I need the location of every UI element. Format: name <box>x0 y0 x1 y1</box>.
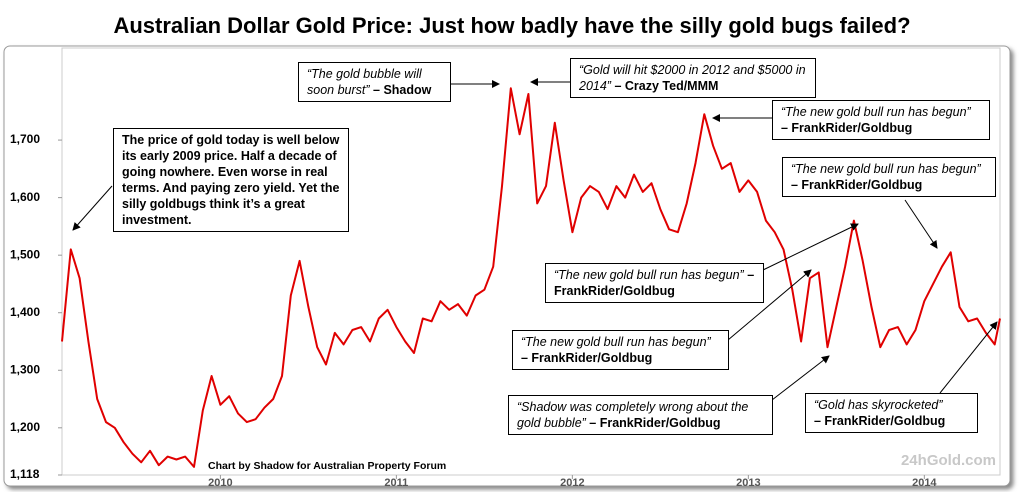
annotation: “The new gold bull run has begun” – Fran… <box>512 330 729 370</box>
source: Chart by Shadow for Australian Property … <box>208 460 446 472</box>
annotation-author: – FrankRider/Goldbug <box>554 268 755 298</box>
arrow <box>771 355 830 401</box>
y-tick-label: 1,118 <box>10 467 40 481</box>
annotation: “The new gold bull run has begun” – Fran… <box>782 157 996 197</box>
annotation: “The new gold bull run has begun” – Fran… <box>772 100 990 140</box>
arrow <box>939 321 998 394</box>
x-tick-label: 2011 <box>384 477 408 489</box>
annotation: “Gold has skyrocketed” – FrankRider/Goldb… <box>805 393 978 433</box>
annotation-quote: “The new gold bull run has begun” <box>521 335 711 349</box>
annotation-author: – Shadow <box>373 83 432 97</box>
annotation-author: – FrankRider/Goldbug <box>589 416 721 430</box>
annotation: “Gold will hit $2000 in 2012 and $5000 i… <box>570 58 816 98</box>
annotation-text: The price of gold today is well below it… <box>122 133 340 227</box>
annotation-quote: “Gold has skyrocketed” <box>814 398 943 412</box>
annotation-quote: “The new gold bull run has begun” <box>791 162 981 176</box>
watermark: 24hGold.com <box>901 452 996 469</box>
annotation: “The new gold bull run has begun” – Fran… <box>545 263 764 303</box>
annotation-author: – FrankRider/Goldbug <box>791 178 923 192</box>
y-tick-label: 1,600 <box>10 190 40 204</box>
arrow <box>727 269 812 341</box>
x-tick-label: 2010 <box>208 477 232 489</box>
y-tick-label: 1,300 <box>10 362 40 376</box>
annotation: “Shadow was completely wrong about the g… <box>508 395 773 435</box>
y-tick-label: 1,400 <box>10 305 40 319</box>
annotation-quote: “Gold will hit $2000 in 2012 and $5000 i… <box>579 63 806 93</box>
annotation: The price of gold today is well below it… <box>113 128 349 232</box>
annotation-author: – FrankRider/Goldbug <box>781 121 913 135</box>
arrow <box>72 185 113 231</box>
x-tick-label: 2012 <box>560 477 584 489</box>
y-tick-label: 1,200 <box>10 420 40 434</box>
arrow <box>762 223 859 271</box>
chart-title: Australian Dollar Gold Price: Just how b… <box>113 13 910 38</box>
price-line <box>61 87 1001 468</box>
y-tick-label: 1,700 <box>10 132 40 146</box>
annotation-quote: “Shadow was completely wrong about the g… <box>517 400 749 430</box>
x-tick-label: 2013 <box>736 477 760 489</box>
x-tick-label: 2014 <box>912 477 937 489</box>
annotation-author: – FrankRider/Goldbug <box>814 414 946 428</box>
y-tick-label: 1,500 <box>10 247 40 261</box>
arrow <box>904 199 938 249</box>
annotation-quote: “The gold bubble will soon burst” <box>307 67 422 97</box>
annotation-author: – FrankRider/Goldbug <box>521 351 653 365</box>
annotation-author: – Crazy Ted/MMM <box>614 79 719 93</box>
annotation-quote: “The new gold bull run has begun” <box>781 105 971 119</box>
annotation-quote: “The new gold bull run has begun” <box>554 268 744 282</box>
plot-area <box>61 47 1001 476</box>
annotation: “The gold bubble will soon burst” – Shad… <box>298 62 451 102</box>
